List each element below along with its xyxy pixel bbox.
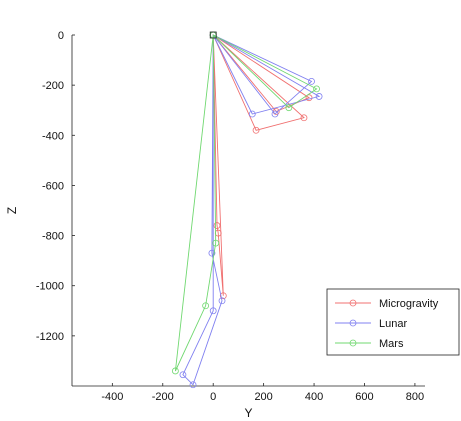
- origin-marker: [209, 31, 217, 39]
- data-point: [179, 371, 187, 379]
- data-point: [189, 381, 197, 389]
- legend-marker: [349, 319, 357, 327]
- data-point: [218, 297, 226, 305]
- legend-marker: [349, 299, 357, 307]
- x-tick-label: 0: [210, 391, 216, 403]
- axes: -400 -200 0 200 400 600 800 0 -200 -400 -600 -800 -1…: [5, 30, 425, 420]
- series-line: [174, 34, 318, 372]
- legend-label: Microgravity: [379, 298, 439, 310]
- x-tick-label: -200: [152, 391, 174, 403]
- data-point: [219, 292, 227, 300]
- y-tick-label: -1000: [36, 281, 64, 293]
- legend-box: [326, 288, 460, 356]
- data-point: [285, 104, 293, 112]
- x-tick-label: 800: [406, 391, 424, 403]
- data-point: [308, 77, 315, 85]
- series-line: [212, 34, 310, 296]
- data-point: [252, 126, 260, 134]
- data-point: [300, 114, 308, 122]
- data-point: [271, 110, 279, 118]
- legend-marker: [349, 339, 357, 347]
- x-tick-label: 200: [254, 391, 272, 403]
- data-point: [313, 85, 320, 93]
- data-point: [315, 93, 323, 100]
- y-tick-label: -200: [42, 80, 64, 92]
- y-tick-label: -400: [42, 130, 64, 142]
- legend: Microgravity Lunar Mars: [326, 288, 460, 356]
- series-lunar: [179, 31, 323, 389]
- data-point: [209, 307, 217, 315]
- data-point: [212, 239, 220, 247]
- series-microgravity: [209, 31, 313, 300]
- series-mars: [171, 31, 320, 375]
- data-point: [213, 222, 221, 229]
- x-tick-label: 400: [305, 391, 323, 403]
- data-point: [305, 94, 313, 102]
- data-point: [208, 249, 216, 257]
- data-point: [248, 110, 256, 118]
- data-point: [202, 302, 210, 310]
- x-tick-label: 600: [355, 391, 373, 403]
- y-tick-label: -1200: [36, 331, 64, 343]
- data-point: [171, 367, 179, 375]
- y-tick-label: -600: [42, 180, 64, 192]
- y-tick-label: -800: [42, 231, 64, 243]
- series-line: [182, 34, 321, 386]
- y-axis-label: Z: [5, 207, 19, 214]
- y-tick-label: 0: [58, 30, 64, 42]
- legend-label: Mars: [379, 338, 404, 350]
- x-tick-label: -400: [101, 391, 123, 403]
- series-layer: [171, 31, 323, 389]
- x-axis-label: Y: [244, 406, 252, 420]
- legend-label: Lunar: [379, 318, 407, 330]
